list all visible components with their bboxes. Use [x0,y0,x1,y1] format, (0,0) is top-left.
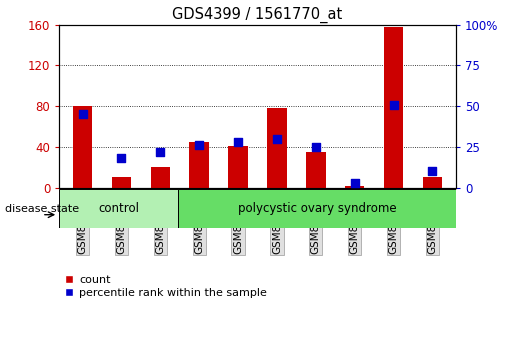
Bar [267,108,287,188]
Point [234,139,242,145]
Text: polycystic ovary syndrome: polycystic ovary syndrome [237,202,397,215]
Text: disease state: disease state [5,204,79,214]
Point [273,136,281,142]
Point [78,112,87,117]
Bar [59,189,178,228]
Point [389,102,398,107]
Title: GDS4399 / 1561770_at: GDS4399 / 1561770_at [173,7,342,23]
Bar [423,177,442,188]
Point [351,180,359,185]
Point [156,149,164,155]
Bar [73,106,92,188]
Bar [150,167,170,188]
Bar [112,177,131,188]
Point [195,142,203,148]
Legend: count, percentile rank within the sample: count, percentile rank within the sample [65,275,267,298]
Bar [178,189,456,228]
Bar [306,152,325,188]
Point [428,169,437,174]
Bar [345,185,365,188]
Bar [228,146,248,188]
Bar [190,142,209,188]
Text: control: control [98,202,139,215]
Bar [384,27,403,188]
Point [312,144,320,150]
Point [117,155,126,161]
